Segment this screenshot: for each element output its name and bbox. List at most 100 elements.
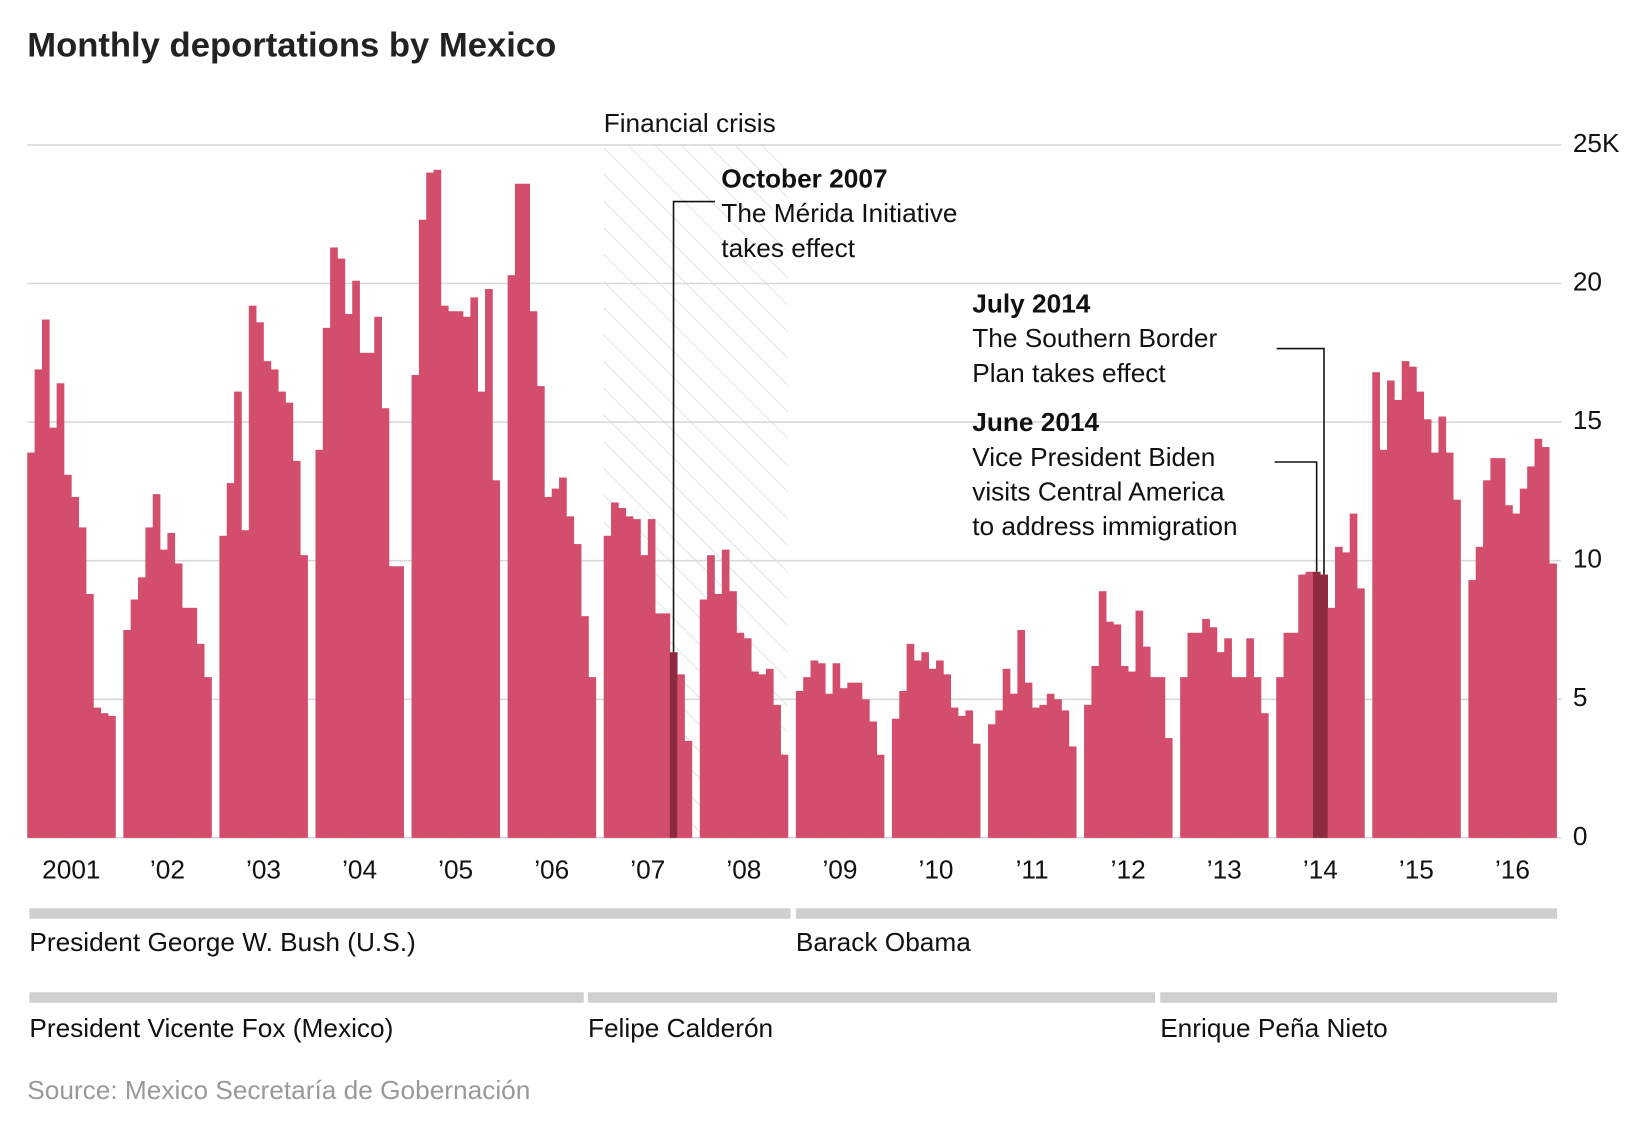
bar <box>292 460 301 838</box>
bar <box>196 643 205 838</box>
bar <box>795 690 804 838</box>
bar <box>248 305 257 838</box>
bar <box>86 593 94 838</box>
bar <box>1534 438 1543 838</box>
bar <box>381 408 390 838</box>
y-tick-label: 20 <box>1573 266 1602 296</box>
bar <box>241 530 250 838</box>
bar <box>707 555 715 838</box>
bar <box>1202 618 1210 838</box>
bar <box>93 707 102 838</box>
term-label: Felipe Calderón <box>588 1013 773 1043</box>
bar <box>936 660 944 838</box>
bar <box>566 516 575 838</box>
bar <box>189 607 198 838</box>
bar <box>854 682 863 838</box>
chart-title: Monthly deportations by Mexico <box>27 26 556 64</box>
bar <box>344 313 353 838</box>
bar <box>1438 416 1447 838</box>
x-tick-label: ’09 <box>822 854 857 884</box>
bar <box>913 660 922 838</box>
term-label: Barack Obama <box>796 927 971 957</box>
bar <box>862 699 870 838</box>
bar <box>1098 591 1107 838</box>
bar <box>1490 458 1499 838</box>
bar <box>1305 571 1314 838</box>
bar <box>100 713 109 838</box>
bar <box>1357 588 1365 838</box>
bar <box>1453 499 1461 838</box>
bar <box>64 474 72 838</box>
bar <box>1106 621 1114 838</box>
bar <box>160 549 168 838</box>
bar <box>1497 458 1506 838</box>
bar <box>463 316 471 838</box>
bar <box>1276 677 1284 838</box>
annotation-text: takes effect <box>721 233 855 263</box>
bar <box>995 710 1004 838</box>
shaded-label: Financial crisis <box>604 108 776 138</box>
annotation-text: Vice President Biden <box>972 442 1215 472</box>
bar <box>1519 488 1528 838</box>
x-tick-label: ’02 <box>150 854 185 884</box>
bar <box>544 496 553 838</box>
bar <box>876 754 885 838</box>
bar <box>736 632 745 838</box>
bar <box>322 327 331 838</box>
bar <box>603 535 612 838</box>
leader-line <box>1276 347 1325 575</box>
bar <box>108 715 116 838</box>
bar <box>1283 632 1292 838</box>
x-tick-label: ’16 <box>1495 854 1530 884</box>
source: Source: Mexico Secretaría de Gobernación <box>27 1075 530 1105</box>
bar <box>1253 677 1262 838</box>
bar <box>1024 682 1033 838</box>
x-tick-label: 2001 <box>42 854 100 884</box>
x-tick-label: ’15 <box>1399 854 1434 884</box>
bar <box>1002 668 1011 838</box>
x-tick-label: ’13 <box>1207 854 1242 884</box>
bar <box>485 289 493 838</box>
bar <box>1394 399 1403 838</box>
bar <box>891 718 900 838</box>
bar <box>448 311 456 838</box>
bar <box>359 352 368 838</box>
bar <box>1261 713 1269 838</box>
bar <box>366 352 375 838</box>
bar <box>411 374 420 838</box>
bar <box>662 613 671 838</box>
bar <box>1327 607 1336 838</box>
bar <box>130 599 139 838</box>
bar <box>71 496 80 838</box>
bar <box>1187 632 1196 838</box>
bar <box>832 663 841 838</box>
bar <box>1431 452 1439 838</box>
bar <box>270 369 279 838</box>
bar <box>300 555 308 838</box>
bar <box>1128 671 1136 838</box>
bar <box>1150 677 1158 838</box>
bar <box>256 322 264 838</box>
bar <box>49 427 57 838</box>
bar <box>958 715 966 838</box>
bar <box>906 643 915 838</box>
annotation-text: The Southern Border <box>972 323 1217 353</box>
bar <box>1416 391 1425 838</box>
annotation-title: October 2007 <box>721 164 887 194</box>
bar <box>1512 513 1521 838</box>
bar <box>633 519 641 838</box>
bar <box>743 638 752 838</box>
bar <box>352 280 360 838</box>
bar <box>551 488 560 838</box>
bar <box>729 591 737 838</box>
bar <box>1409 366 1417 838</box>
bar <box>965 710 974 838</box>
term-label: Enrique Peña Nieto <box>1160 1013 1388 1043</box>
bar <box>537 386 545 838</box>
term-label: President Vicente Fox (Mexico) <box>29 1013 393 1043</box>
bar <box>1120 666 1129 838</box>
bar <box>41 319 50 838</box>
bar <box>1445 452 1454 838</box>
bar <box>315 449 324 838</box>
